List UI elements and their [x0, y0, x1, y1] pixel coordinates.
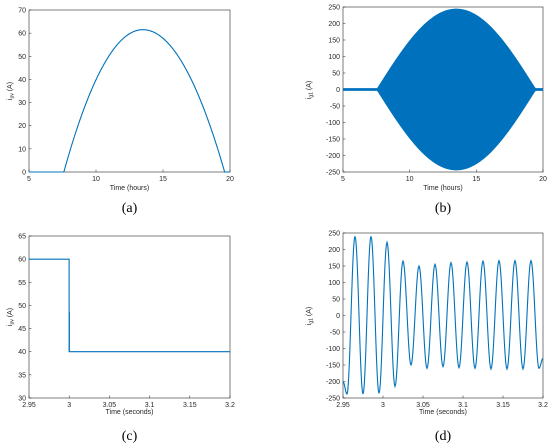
caption-d: (d) [435, 429, 452, 444]
x-axis-label-c: Time (seconds) [106, 409, 154, 416]
x-tick-label: 15 [472, 176, 480, 183]
y-tick-label: 10 [18, 146, 26, 153]
y-axis-label-a: ipv (A) [7, 82, 16, 100]
y-tick-label: 0 [336, 313, 340, 320]
x-axis-label-a: Time (hours) [110, 185, 149, 192]
x-tick-label: 3.1 [145, 402, 155, 409]
x-tick-label: 3.2 [538, 402, 548, 409]
y-axis-label-b: ig1 (A) [306, 81, 315, 99]
y-tick-label: -100 [326, 346, 340, 353]
x-tick-label: 3 [381, 402, 385, 409]
caption-c: (c) [122, 429, 138, 444]
x-tick-label: 5 [341, 176, 345, 183]
x-tick-label: 20 [539, 176, 547, 183]
y-tick-label: 100 [328, 54, 340, 61]
x-tick-label: 2.95 [336, 402, 350, 409]
y-tick-label: 50 [332, 297, 340, 304]
ticks-a: 5 10 15 20 0 10 20 30 40 50 60 70 [18, 8, 234, 184]
series-line-d [342, 236, 544, 395]
y-tick-label: 50 [18, 303, 26, 310]
y-tick-label: 70 [18, 8, 26, 15]
y-tick-label: 250 [328, 5, 340, 12]
y-tick-label: 0 [336, 87, 340, 94]
x-tick-label: 10 [406, 176, 414, 183]
y-tick-label: 35 [18, 372, 26, 379]
x-tick-label: 3.05 [416, 402, 430, 409]
y-tick-label: -50 [330, 330, 340, 337]
y-tick-label: -200 [326, 379, 340, 386]
y-tick-label: 0 [22, 170, 26, 177]
y-tick-label: 65 [18, 234, 26, 241]
y-tick-label: 60 [18, 31, 26, 38]
panel-b: 5 10 15 20 -250 -200 -150 -100 -50 0 50 100 150 200 25… [306, 5, 547, 217]
x-tick-label: 3.15 [183, 402, 197, 409]
x-tick-label: 3.2 [225, 402, 235, 409]
x-tick-label: 2.95 [22, 402, 36, 409]
caption-b: (b) [435, 201, 452, 216]
y-tick-label: 100 [328, 280, 340, 287]
y-tick-label: 50 [332, 71, 340, 78]
x-tick-label: 3 [67, 402, 71, 409]
x-tick-label: 3.15 [496, 402, 510, 409]
y-tick-label: 45 [18, 326, 26, 333]
plot-area-d [342, 232, 544, 399]
series-line-a [29, 29, 230, 173]
y-tick-label: 150 [328, 38, 340, 45]
y-tick-label: -250 [326, 396, 340, 403]
panel-a: 5 10 15 20 0 10 20 30 40 50 60 70 Time (hours) ipv … [7, 8, 234, 217]
x-axis-label-d: Time (seconds) [419, 409, 467, 416]
y-tick-label: 40 [18, 349, 26, 356]
x-tick-label: 10 [92, 176, 100, 183]
y-tick-label: -250 [326, 170, 340, 177]
y-tick-label: 250 [328, 231, 340, 238]
ticks-c: 2.95 3 3.05 3.1 3.15 3.2 30 35 40 45 50 55 60 65 [18, 234, 235, 410]
panel-c: 2.95 3 3.05 3.1 3.15 3.2 30 35 40 45 50 55 60 65 Time… [7, 234, 235, 445]
y-tick-label: 20 [18, 123, 26, 130]
caption-a: (a) [122, 201, 138, 216]
x-tick-label: 5 [27, 176, 31, 183]
ticks-d: 2.95 3 3.05 3.1 3.15 3.2 -250 -200 -150 -100 -50 0 5… [326, 231, 548, 410]
y-axis-label-c: ipv (A) [7, 308, 16, 326]
y-tick-label: 55 [18, 280, 26, 287]
x-tick-label: 3.1 [458, 402, 468, 409]
series-line-c [29, 258, 230, 353]
plot-area-c [28, 235, 231, 399]
panel-d: 2.95 3 3.05 3.1 3.15 3.2 -250 -200 -150 -100 -50 0 5… [306, 231, 548, 445]
x-tick-label: 15 [159, 176, 167, 183]
x-axis-label-b: Time (hours) [423, 185, 462, 192]
x-tick-label: 3.05 [103, 402, 117, 409]
x-tick-label: 20 [226, 176, 234, 183]
y-tick-label: 40 [18, 77, 26, 84]
series-envelope-b [343, 8, 543, 171]
y-tick-label: -100 [326, 120, 340, 127]
y-tick-label: 30 [18, 396, 26, 403]
y-tick-label: 150 [328, 264, 340, 271]
y-tick-label: 60 [18, 257, 26, 264]
y-tick-label: -150 [326, 137, 340, 144]
y-tick-label: 30 [18, 100, 26, 107]
y-tick-label: -50 [330, 104, 340, 111]
y-tick-label: -150 [326, 363, 340, 370]
y-axis-label-d: ig1 (A) [306, 307, 315, 325]
y-tick-label: -200 [326, 153, 340, 160]
y-tick-label: 50 [18, 54, 26, 61]
y-tick-label: 200 [328, 247, 340, 254]
y-tick-label: 200 [328, 21, 340, 28]
ticks-b: 5 10 15 20 -250 -200 -150 -100 -50 0 50 100 150 200 25… [326, 5, 547, 184]
